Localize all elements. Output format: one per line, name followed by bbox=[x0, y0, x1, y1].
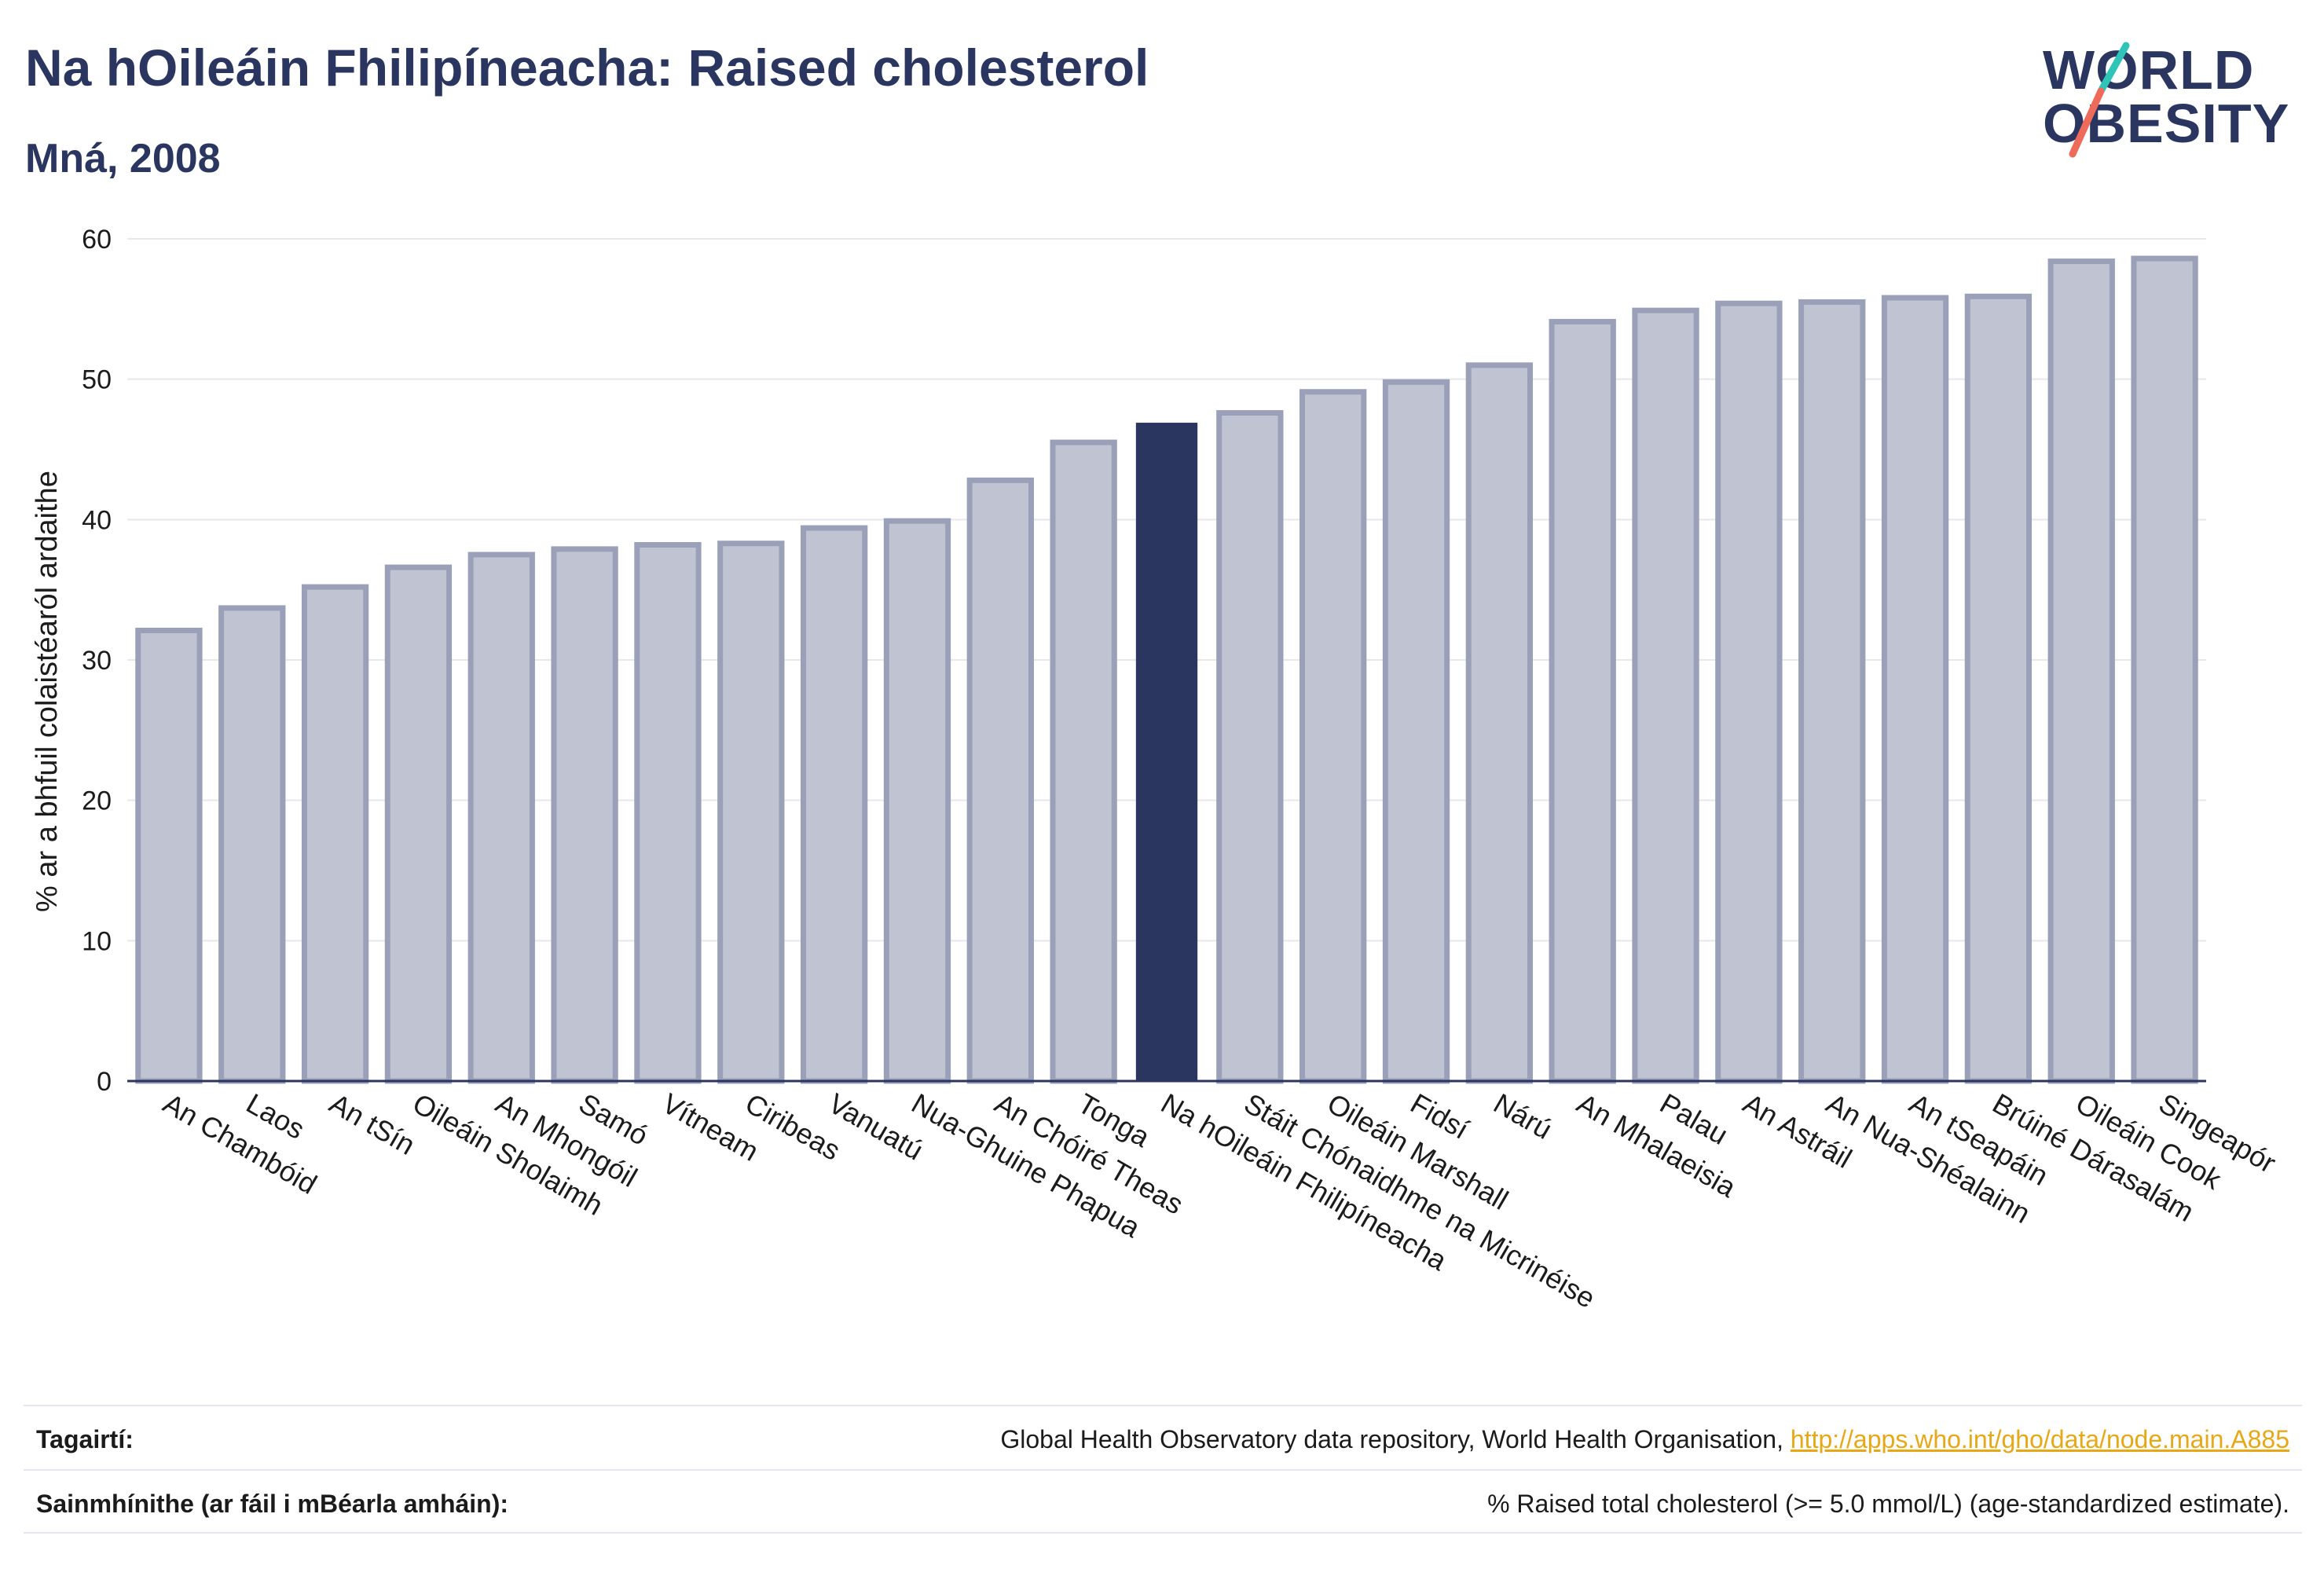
references-value: Global Health Observatory data repositor… bbox=[1000, 1425, 2289, 1454]
x-tick-label: Ciribeas bbox=[740, 1087, 846, 1167]
y-tick-label: 30 bbox=[82, 646, 112, 676]
y-tick-labels: 0 10 20 30 40 50 60 bbox=[82, 225, 112, 1097]
page-subtitle: Mná, 2008 bbox=[25, 136, 221, 181]
bar bbox=[800, 525, 868, 1084]
references-link[interactable]: http://apps.who.int/gho/data/node.main.A… bbox=[1790, 1425, 2289, 1453]
y-tick-label: 10 bbox=[82, 926, 112, 956]
bar bbox=[634, 541, 702, 1084]
x-tick-label: Vítneam bbox=[657, 1087, 764, 1167]
y-tick-label: 20 bbox=[82, 786, 112, 816]
x-tick-label: Vanuatú bbox=[823, 1087, 929, 1166]
bar bbox=[966, 477, 1034, 1084]
references-text: Global Health Observatory data repositor… bbox=[1000, 1425, 1791, 1453]
bar bbox=[1964, 293, 2033, 1084]
world-obesity-logo: WORLD OBESITY bbox=[2043, 36, 2310, 170]
bar bbox=[2047, 258, 2115, 1084]
page-title: Na hOileáin Fhilipíneacha: Raised choles… bbox=[25, 38, 1149, 97]
bar bbox=[1632, 307, 1699, 1084]
bar-highlight bbox=[1135, 423, 1198, 1081]
bar bbox=[1798, 299, 1866, 1084]
definitions-value: % Raised total cholesterol (>= 5.0 mmol/… bbox=[1487, 1490, 2289, 1518]
y-tick-label: 50 bbox=[82, 365, 112, 395]
y-tick-label: 60 bbox=[82, 225, 112, 255]
footer-divider bbox=[24, 1532, 2302, 1534]
references-label: Tagairtí: bbox=[36, 1425, 134, 1453]
bar bbox=[467, 552, 535, 1084]
logo-slash-icon bbox=[2069, 42, 2130, 158]
bar bbox=[2131, 255, 2198, 1084]
bar bbox=[384, 564, 453, 1084]
bar bbox=[301, 584, 369, 1084]
bars bbox=[135, 255, 2198, 1084]
bar bbox=[218, 605, 286, 1084]
bar bbox=[1299, 389, 1367, 1084]
bar bbox=[1050, 439, 1117, 1084]
x-tick-label: Nárú bbox=[1488, 1087, 1557, 1145]
definitions-row: Sainmhínithe (ar fáil i mBéarla amháin):… bbox=[24, 1469, 2302, 1535]
bar bbox=[1382, 379, 1450, 1084]
bar bbox=[1465, 362, 1534, 1084]
y-tick-label: 40 bbox=[82, 505, 112, 535]
bar bbox=[1216, 410, 1284, 1084]
y-axis-label: % ar a bhfuil colaistéaról ardaithe bbox=[31, 471, 64, 912]
bar bbox=[1881, 295, 1949, 1084]
bar bbox=[1715, 300, 1783, 1084]
bar bbox=[717, 541, 785, 1084]
x-tick-label: An Chambóid bbox=[158, 1087, 322, 1200]
y-tick-label: 0 bbox=[97, 1067, 112, 1097]
bar bbox=[135, 627, 203, 1084]
references-row: Tagairtí: Global Health Observatory data… bbox=[24, 1405, 2302, 1471]
bar bbox=[551, 546, 618, 1084]
bar bbox=[883, 518, 951, 1084]
bar bbox=[1549, 318, 1616, 1084]
x-tick-label: An tSín bbox=[324, 1087, 421, 1161]
logo-line-1: WORLD bbox=[2043, 39, 2255, 101]
definitions-label: Sainmhínithe (ar fáil i mBéarla amháin): bbox=[36, 1490, 509, 1518]
